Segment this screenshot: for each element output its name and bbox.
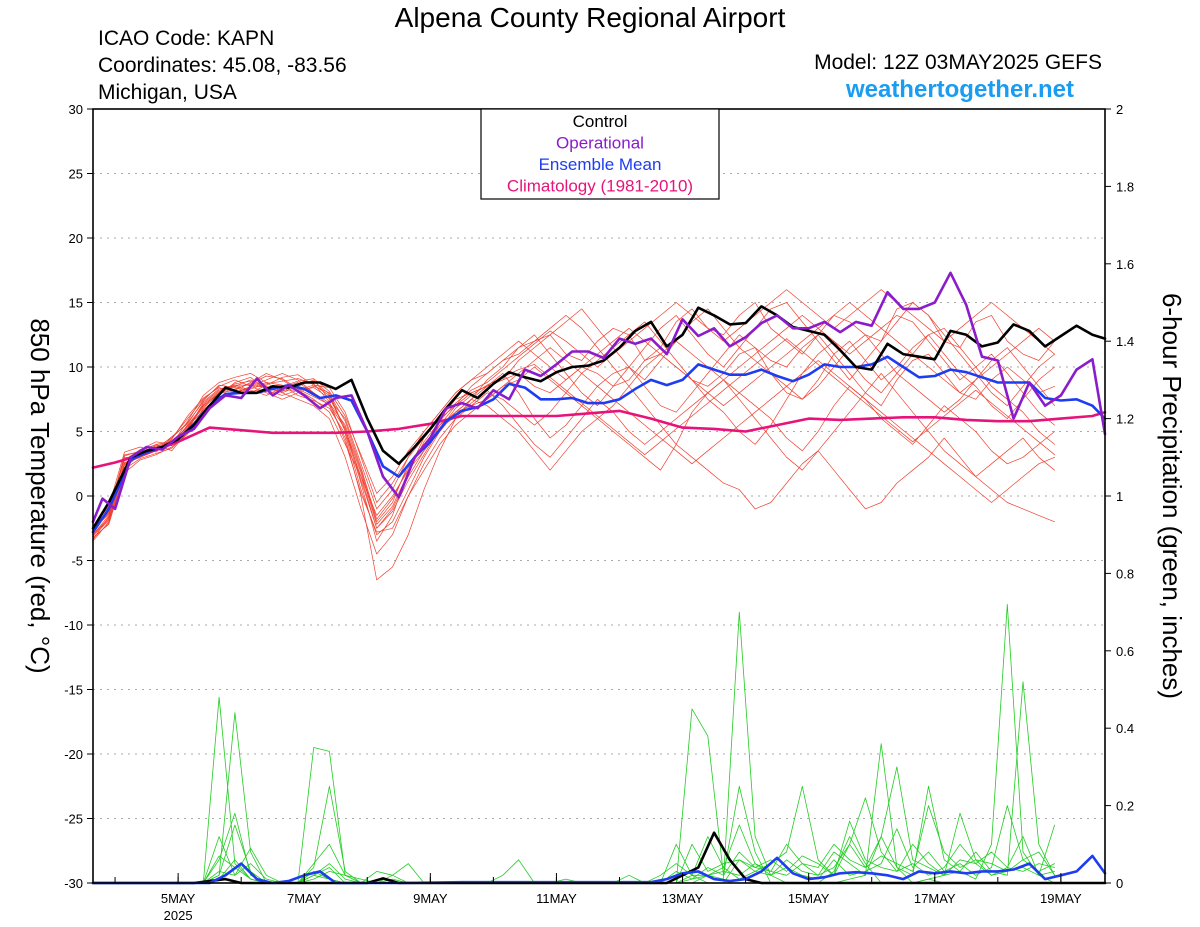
y-right-tick-label: 0.2 <box>1116 799 1134 814</box>
y-right-tick-label: 0.4 <box>1116 721 1134 736</box>
y-left-tick-label: 20 <box>69 231 83 246</box>
y-right-tick-label: 1.2 <box>1116 412 1134 427</box>
y-right-axis-label: 6-hour Precipitation (green, inches) <box>1157 293 1187 699</box>
x-tick-label: 15MAY <box>788 891 830 906</box>
ensemble-meanprecip-line <box>91 854 1107 885</box>
y-left-tick-label: -30 <box>64 876 83 891</box>
legend-entry: Climatology (1981-2010) <box>507 177 693 196</box>
region: Michigan, USA <box>98 81 237 104</box>
x-tick-label: 17MAY <box>914 891 956 906</box>
temp-member-line <box>92 302 1055 536</box>
main-series <box>91 271 1107 885</box>
ensemble-meantemp-line <box>91 355 1107 534</box>
y-left-tick-label: -25 <box>64 812 83 827</box>
x-tick-label: 5MAY <box>161 891 196 906</box>
temp-ensemble-members <box>92 289 1055 581</box>
precip-member-line <box>92 611 1055 884</box>
y-right-tick-label: 0.8 <box>1116 566 1134 581</box>
y-left-axis-label: 850 hPa Temperature (red, °C) <box>25 318 55 673</box>
temp-member-line <box>92 373 1055 581</box>
site-link[interactable]: weathertogether.net <box>845 76 1074 103</box>
model-run: Model: 12Z 03MAY2025 GEFS <box>814 51 1102 74</box>
axis-ticks: -30-25-20-15-10-505101520253000.20.40.60… <box>64 102 1134 923</box>
x-tick-label: 19MAY <box>1040 891 1082 906</box>
precip-ensemble-members <box>92 604 1055 884</box>
coordinates: Coordinates: 45.08, -83.56 <box>98 54 347 77</box>
x-tick-label: 9MAY <box>413 891 448 906</box>
x-tick-label: 13MAY <box>662 891 704 906</box>
y-left-tick-label: 15 <box>69 296 83 311</box>
temp-member-line <box>92 302 1055 538</box>
y-left-tick-label: 5 <box>76 425 83 440</box>
y-left-tick-label: -15 <box>64 683 83 698</box>
legend-entry: Control <box>573 112 628 131</box>
x-tick-label: 7MAY <box>287 891 322 906</box>
temp-member-line <box>92 334 1055 536</box>
y-right-tick-label: 1.6 <box>1116 257 1134 272</box>
climatology-temp-line <box>91 409 1107 469</box>
legend-entry: Operational <box>556 134 644 153</box>
temp-member-line <box>92 338 1055 536</box>
y-left-tick-label: 0 <box>76 489 83 504</box>
y-left-tick-label: 25 <box>69 167 83 182</box>
y-right-tick-label: 1.8 <box>1116 179 1134 194</box>
x-tick-sublabel: 2025 <box>164 908 193 923</box>
y-left-tick-label: -5 <box>71 554 83 569</box>
chart-title: Alpena County Regional Airport <box>394 2 786 33</box>
legend-frame <box>480 108 720 200</box>
y-left-tick-label: 10 <box>69 360 83 375</box>
temp-member-line <box>92 302 1055 532</box>
x-tick-label: 11MAY <box>536 891 577 906</box>
y-right-tick-label: 0 <box>1116 876 1123 891</box>
operationaltemp-line <box>91 271 1107 524</box>
temp-member-line <box>92 315 1055 536</box>
temp-member-line <box>92 308 1055 541</box>
temp-member-line <box>92 347 1055 539</box>
temp-member-line <box>92 321 1055 555</box>
y-right-tick-label: 0.6 <box>1116 644 1134 659</box>
y-right-tick-label: 1.4 <box>1116 334 1134 349</box>
y-right-tick-label: 1 <box>1116 489 1123 504</box>
y-left-tick-label: -20 <box>64 747 83 762</box>
temp-member-line <box>92 289 1055 534</box>
precip-member-line <box>92 604 1055 884</box>
grid-lines <box>93 173 1105 819</box>
icao-code: ICAO Code: KAPN <box>98 27 275 50</box>
y-left-tick-label: 30 <box>69 102 83 117</box>
legend-entry: Ensemble Mean <box>539 155 662 174</box>
precip-member-line <box>92 681 1055 884</box>
y-right-tick-label: 2 <box>1116 102 1123 117</box>
y-left-tick-label: -10 <box>64 618 83 633</box>
legend-box: Control Operational Ensemble Mean Climatolo… <box>480 108 720 200</box>
